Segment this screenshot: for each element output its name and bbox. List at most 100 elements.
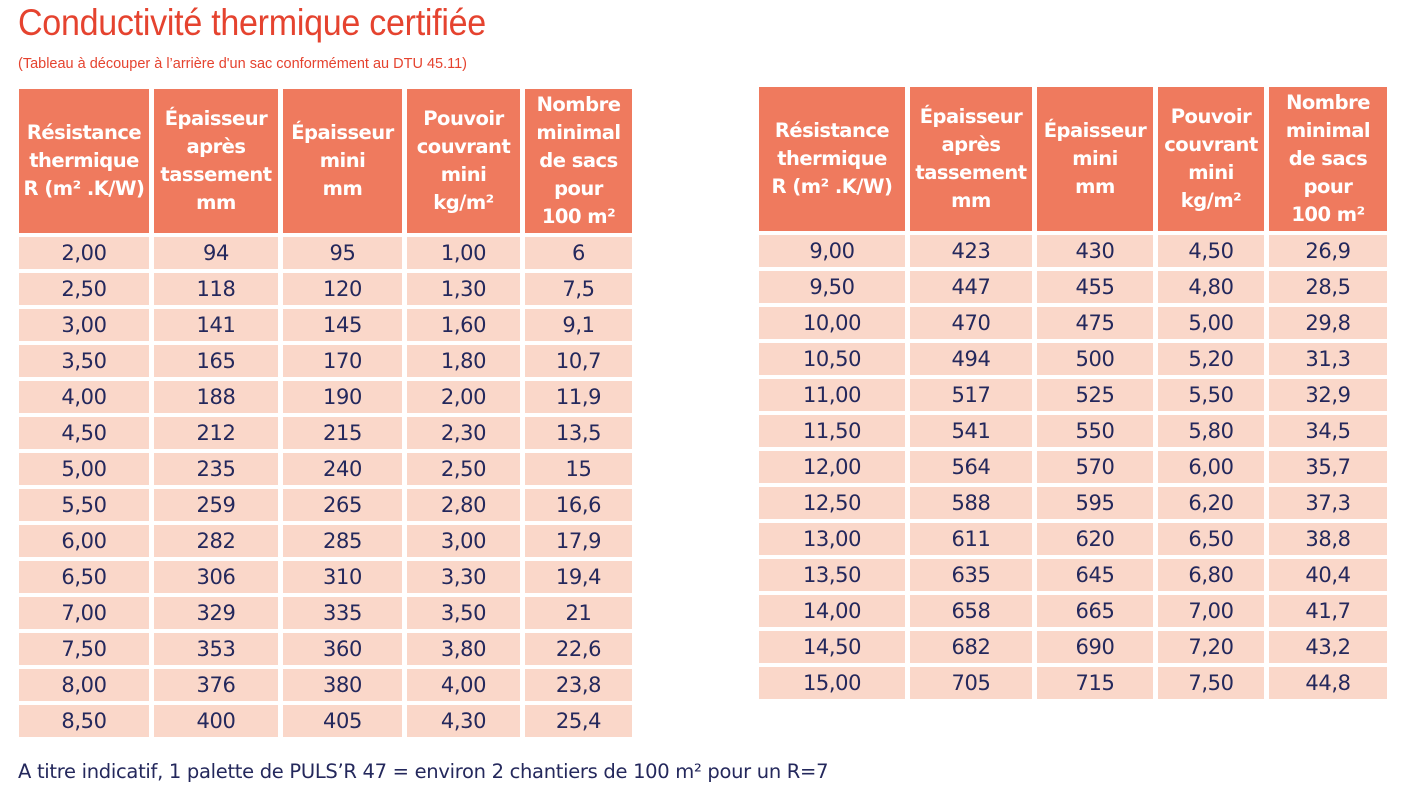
cell-bags: 32,9 — [1269, 379, 1387, 411]
table-header-row: Résistance thermique R (m² .K/W) Épaisseur… — [19, 89, 632, 233]
header-line: couvrant — [416, 135, 511, 158]
col-header-thickness-settled: Épaisseur après tassement mm — [154, 89, 278, 233]
cell-coverage: 5,20 — [1158, 343, 1264, 375]
cell-bags: 41,7 — [1269, 595, 1387, 627]
cell-resistance: 14,00 — [759, 595, 905, 627]
cell-resistance: 5,00 — [19, 453, 149, 485]
cell-coverage: 7,50 — [1158, 667, 1264, 699]
cell-thickness-settled: 376 — [154, 669, 278, 701]
cell-thickness-settled: 494 — [910, 343, 1032, 375]
cell-resistance: 2,50 — [19, 273, 149, 305]
cell-coverage: 3,50 — [407, 597, 520, 629]
cell-thickness-settled: 282 — [154, 525, 278, 557]
cell-resistance: 5,50 — [19, 489, 149, 521]
cell-bags: 22,6 — [525, 633, 632, 665]
cell-coverage: 3,80 — [407, 633, 520, 665]
conductivity-table-right: Résistance thermique R (m² .K/W) Épaisseur… — [754, 83, 1392, 703]
cell-coverage: 7,20 — [1158, 631, 1264, 663]
cell-thickness-min: 665 — [1037, 595, 1153, 627]
table-row: 9,00 423 430 4,50 26,9 — [759, 235, 1387, 267]
header-line: mm — [322, 177, 363, 200]
cell-thickness-settled: 259 — [154, 489, 278, 521]
header-line: minimal — [536, 121, 621, 144]
cell-thickness-min: 335 — [283, 597, 402, 629]
header-line: thermique — [777, 147, 887, 170]
header-line: minimal — [1285, 119, 1371, 142]
table-row: 3,50 165 170 1,80 10,7 — [19, 345, 632, 377]
table-row: 14,00 658 665 7,00 41,7 — [759, 595, 1387, 627]
cell-thickness-min: 475 — [1037, 307, 1153, 339]
cell-bags: 16,6 — [525, 489, 632, 521]
col-header-thickness-min: Épaisseur mini mm — [283, 89, 402, 233]
cell-thickness-min: 120 — [283, 273, 402, 305]
cell-coverage: 5,50 — [1158, 379, 1264, 411]
table-row: 6,50 306 310 3,30 19,4 — [19, 561, 632, 593]
table-row: 5,50 259 265 2,80 16,6 — [19, 489, 632, 521]
cell-resistance: 13,50 — [759, 559, 905, 591]
header-line: tassement — [915, 161, 1027, 184]
header-line: Résistance — [774, 119, 890, 142]
table-header-row: Résistance thermique R (m² .K/W) Épaisseur… — [759, 87, 1387, 231]
cell-thickness-settled: 235 — [154, 453, 278, 485]
col-header-resistance: Résistance thermique R (m² .K/W) — [759, 87, 905, 231]
header-line: pour — [1303, 175, 1353, 198]
table-row: 3,00 141 145 1,60 9,1 — [19, 309, 632, 341]
cell-bags: 34,5 — [1269, 415, 1387, 447]
cell-thickness-settled: 588 — [910, 487, 1032, 519]
header-line: couvrant — [1164, 133, 1258, 156]
cell-thickness-settled: 118 — [154, 273, 278, 305]
cell-thickness-min: 570 — [1037, 451, 1153, 483]
cell-thickness-settled: 329 — [154, 597, 278, 629]
cell-bags: 11,9 — [525, 381, 632, 413]
table-row: 10,00 470 475 5,00 29,8 — [759, 307, 1387, 339]
cell-thickness-min: 405 — [283, 705, 402, 737]
cell-thickness-min: 525 — [1037, 379, 1153, 411]
cell-bags: 13,5 — [525, 417, 632, 449]
cell-thickness-min: 285 — [283, 525, 402, 557]
header-line: Épaisseur — [164, 107, 268, 130]
cell-thickness-settled: 94 — [154, 237, 278, 269]
header-line: 100 m² — [541, 205, 616, 228]
header-line: kg/m² — [1180, 189, 1242, 212]
cell-resistance: 2,00 — [19, 237, 149, 269]
cell-thickness-min: 620 — [1037, 523, 1153, 555]
cell-bags: 21 — [525, 597, 632, 629]
cell-resistance: 9,00 — [759, 235, 905, 267]
cell-coverage: 2,80 — [407, 489, 520, 521]
header-line: après — [186, 135, 246, 158]
cell-thickness-settled: 470 — [910, 307, 1032, 339]
cell-resistance: 8,50 — [19, 705, 149, 737]
cell-thickness-min: 645 — [1037, 559, 1153, 591]
cell-bags: 35,7 — [1269, 451, 1387, 483]
header-line: mini — [1072, 147, 1118, 170]
cell-thickness-settled: 635 — [910, 559, 1032, 591]
table-row: 2,50 118 120 1,30 7,5 — [19, 273, 632, 305]
table-row: 7,00 329 335 3,50 21 — [19, 597, 632, 629]
header-line: mini — [319, 149, 366, 172]
col-header-thickness-settled: Épaisseur après tassement mm — [910, 87, 1032, 231]
table-row: 12,50 588 595 6,20 37,3 — [759, 487, 1387, 519]
col-header-bags: Nombre minimal de sacs pour 100 m² — [525, 89, 632, 233]
cell-thickness-settled: 611 — [910, 523, 1032, 555]
header-line: Nombre — [536, 93, 621, 116]
cell-coverage: 3,00 — [407, 525, 520, 557]
cell-thickness-settled: 447 — [910, 271, 1032, 303]
cell-thickness-settled: 705 — [910, 667, 1032, 699]
header-line: de sacs — [539, 149, 618, 172]
header-line: de sacs — [1288, 147, 1368, 170]
table-row: 8,00 376 380 4,00 23,8 — [19, 669, 632, 701]
cell-resistance: 7,00 — [19, 597, 149, 629]
cell-thickness-settled: 353 — [154, 633, 278, 665]
cell-thickness-min: 240 — [283, 453, 402, 485]
cell-coverage: 4,50 — [1158, 235, 1264, 267]
cell-coverage: 4,80 — [1158, 271, 1264, 303]
header-line: R (m² .K/W) — [23, 177, 145, 200]
table-row: 12,00 564 570 6,00 35,7 — [759, 451, 1387, 483]
cell-thickness-settled: 165 — [154, 345, 278, 377]
header-line: mini — [440, 163, 487, 186]
table-row: 5,00 235 240 2,50 15 — [19, 453, 632, 485]
conductivity-table-left: Résistance thermique R (m² .K/W) Épaisseur… — [14, 85, 637, 741]
cell-bags: 28,5 — [1269, 271, 1387, 303]
cell-resistance: 12,00 — [759, 451, 905, 483]
cell-thickness-min: 310 — [283, 561, 402, 593]
